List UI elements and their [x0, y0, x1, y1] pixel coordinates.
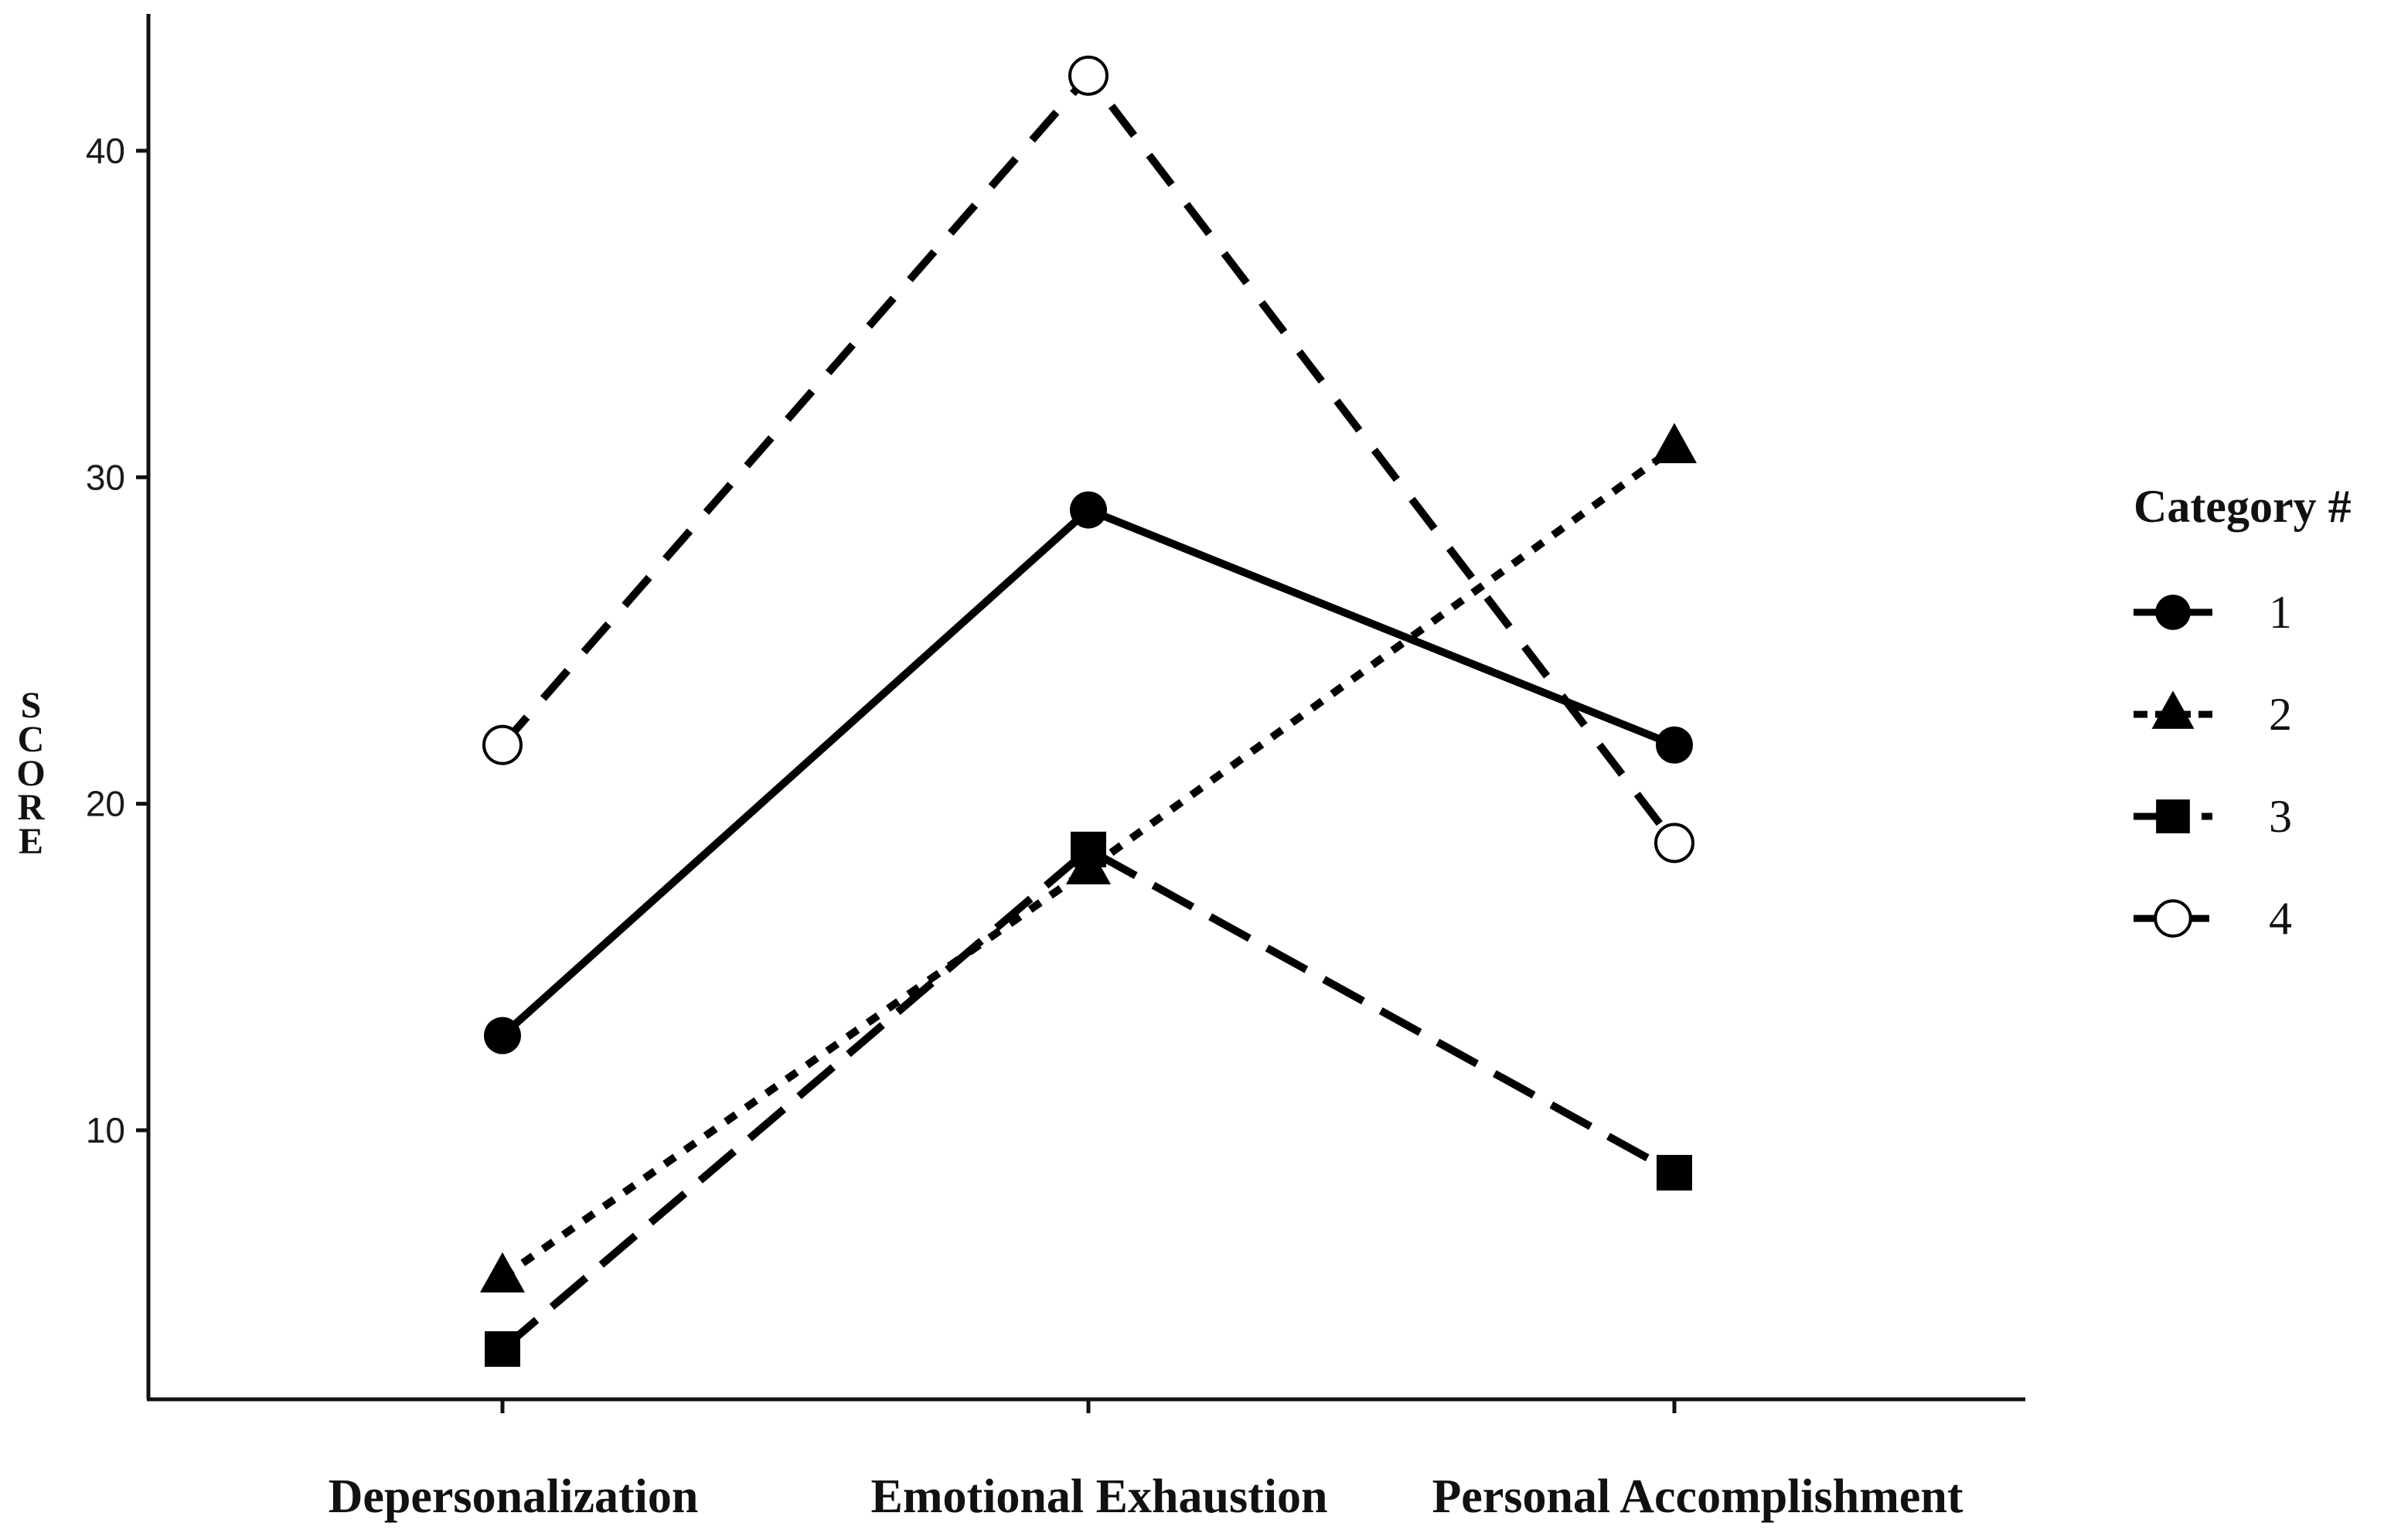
series-line — [500, 445, 1677, 1281]
legend-entry-2: 2 — [2134, 689, 2292, 740]
legend-marker — [2155, 595, 2191, 630]
legend-entry-4: 4 — [2134, 893, 2292, 944]
data-point — [482, 724, 523, 765]
data-point — [1068, 55, 1109, 96]
y-tick-label: 10 — [86, 1110, 125, 1150]
x-tick-label: Personal Accomplishment — [1432, 1470, 1963, 1523]
legend: Category # 1 2 3 4 — [2134, 481, 2352, 944]
y-ticks: 10 20 30 40 — [86, 131, 148, 1150]
series-line — [499, 845, 1677, 1352]
data-point — [485, 1330, 520, 1367]
series-line — [499, 506, 1676, 1039]
y-axis-label-letter: C — [18, 719, 45, 760]
legend-marker — [2156, 799, 2190, 833]
data-point — [1652, 423, 1697, 464]
legend-label: 2 — [2269, 689, 2292, 740]
y-axis-label-letter: O — [16, 753, 45, 794]
y-tick-label: 20 — [86, 784, 125, 824]
data-point — [480, 1252, 525, 1293]
legend-marker — [2154, 899, 2192, 938]
series-4 — [482, 55, 1694, 864]
series-line — [499, 71, 1677, 846]
data-point — [1657, 1154, 1692, 1191]
y-tick-label: 30 — [86, 457, 125, 497]
legend-title: Category # — [2134, 481, 2352, 532]
legend-entry-1: 1 — [2134, 587, 2292, 638]
x-ticks: Depersonalization Emotional Exhaustion Per… — [329, 1399, 1963, 1523]
legend-label: 3 — [2269, 791, 2292, 842]
axes — [146, 14, 2025, 1402]
data-point — [484, 1017, 521, 1054]
x-tick-label: Depersonalization — [329, 1470, 699, 1523]
data-point — [1070, 491, 1107, 529]
y-axis-label-letter: E — [19, 821, 43, 862]
legend-label: 1 — [2269, 587, 2292, 638]
legend-marker — [2151, 690, 2195, 729]
legend-label: 4 — [2269, 893, 2292, 944]
series-layer — [480, 55, 1697, 1367]
series-3 — [485, 831, 1692, 1367]
legend-entry-3: 3 — [2134, 791, 2292, 842]
y-axis-label-letter: R — [18, 787, 46, 828]
data-point — [1654, 823, 1694, 864]
y-axis-label-letter: S — [21, 685, 42, 726]
data-point — [1071, 831, 1106, 867]
x-tick-label: Emotional Exhaustion — [871, 1470, 1328, 1523]
y-tick-label: 40 — [86, 131, 125, 171]
series-1 — [484, 491, 1693, 1054]
data-point — [1656, 726, 1693, 764]
